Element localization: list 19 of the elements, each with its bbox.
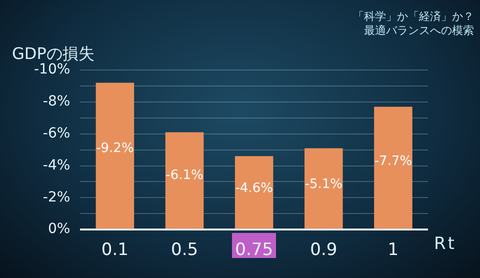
x-tick-label: 0.1	[101, 240, 128, 260]
data-label: -4.6%	[235, 181, 273, 196]
x-tick-label: 0.9	[310, 240, 338, 260]
y-axis-title: GDPの損失	[12, 44, 94, 63]
x-tick-label: 1	[388, 240, 399, 260]
data-label: -7.7%	[374, 154, 412, 169]
y-tick-label: -6%	[42, 125, 70, 142]
data-label: -6.1%	[166, 168, 204, 183]
chart-subtitle: 「科学」か「経済」か？最適バランスへの模索	[352, 10, 474, 38]
x-axis-title: Rt	[434, 234, 456, 254]
data-label: -5.1%	[304, 176, 343, 192]
y-tick-label: -8%	[42, 94, 70, 110]
data-label: -9.2%	[96, 140, 134, 156]
x-tick-label: 0.5	[170, 240, 198, 260]
y-tick-label: -10%	[34, 62, 70, 78]
y-tick-label: -4%	[42, 157, 70, 174]
y-tick-label: 0%	[48, 221, 70, 238]
y-tick-label: -2%	[42, 189, 70, 206]
x-tick-label: 0.75	[235, 240, 274, 260]
